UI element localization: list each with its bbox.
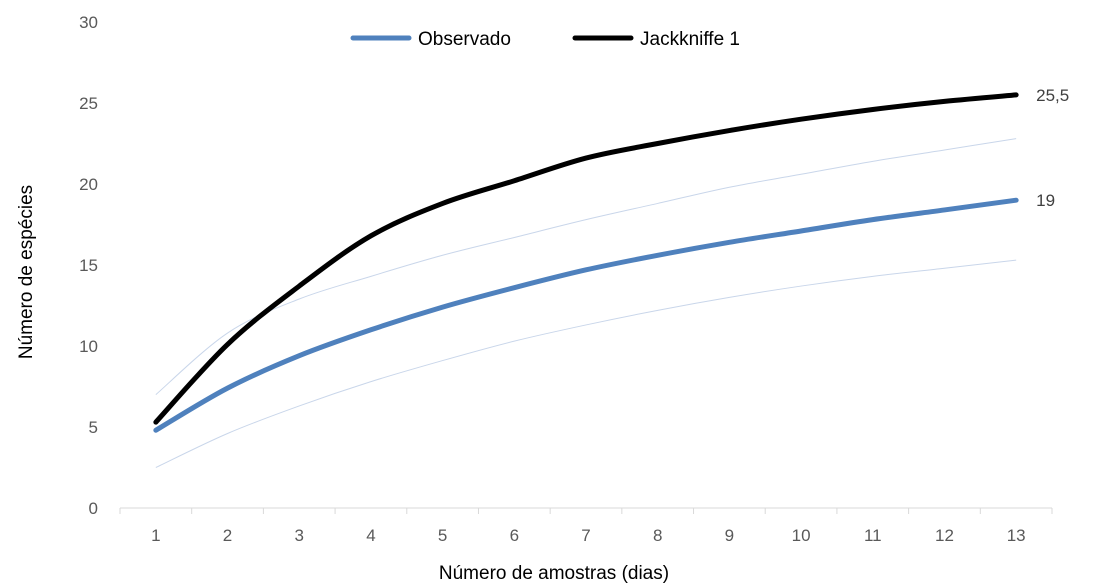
y-axis-title: Número de espécies: [16, 185, 37, 359]
confidence-band-upper: [155, 138, 1017, 395]
y-tick-label: 20: [79, 175, 98, 194]
data-labels: 19 25,5: [1036, 86, 1069, 210]
x-tick-label: 2: [223, 526, 232, 545]
data-label: 25,5: [1036, 86, 1069, 105]
y-tick-label: 15: [79, 256, 98, 275]
legend: Observado Jackkniffe 1: [350, 29, 740, 50]
x-tick-label: 3: [294, 526, 303, 545]
data-label: 19: [1036, 191, 1055, 210]
x-axis-title: Número de amostras (dias): [439, 563, 669, 584]
x-tick-label: 4: [366, 526, 375, 545]
x-tick-label: 12: [935, 526, 954, 545]
x-tick-label: 1: [151, 526, 160, 545]
y-tick-label: 5: [89, 418, 98, 437]
x-tick-label: 9: [725, 526, 734, 545]
x-tick-label: 8: [653, 526, 662, 545]
series-line-1: [153, 92, 1019, 425]
x-tick-label: 5: [438, 526, 447, 545]
series-lines: [153, 92, 1019, 433]
x-tick-label: 11: [864, 526, 882, 545]
x-tick-label: 7: [581, 526, 590, 545]
series-line-0: [153, 197, 1019, 433]
x-tick-label: 6: [510, 526, 519, 545]
legend-label: Observado: [418, 29, 511, 50]
y-tick-label: 0: [89, 499, 98, 518]
confidence-band: [155, 138, 1017, 468]
y-tick-label: 30: [79, 13, 98, 32]
x-tick-label: 13: [1007, 526, 1026, 545]
confidence-band-lower: [155, 259, 1017, 468]
y-tick-label: 10: [79, 337, 98, 356]
y-tick-label: 25: [79, 94, 98, 113]
x-tick-label: 10: [792, 526, 811, 545]
legend-label: Jackkniffe 1: [640, 29, 740, 50]
